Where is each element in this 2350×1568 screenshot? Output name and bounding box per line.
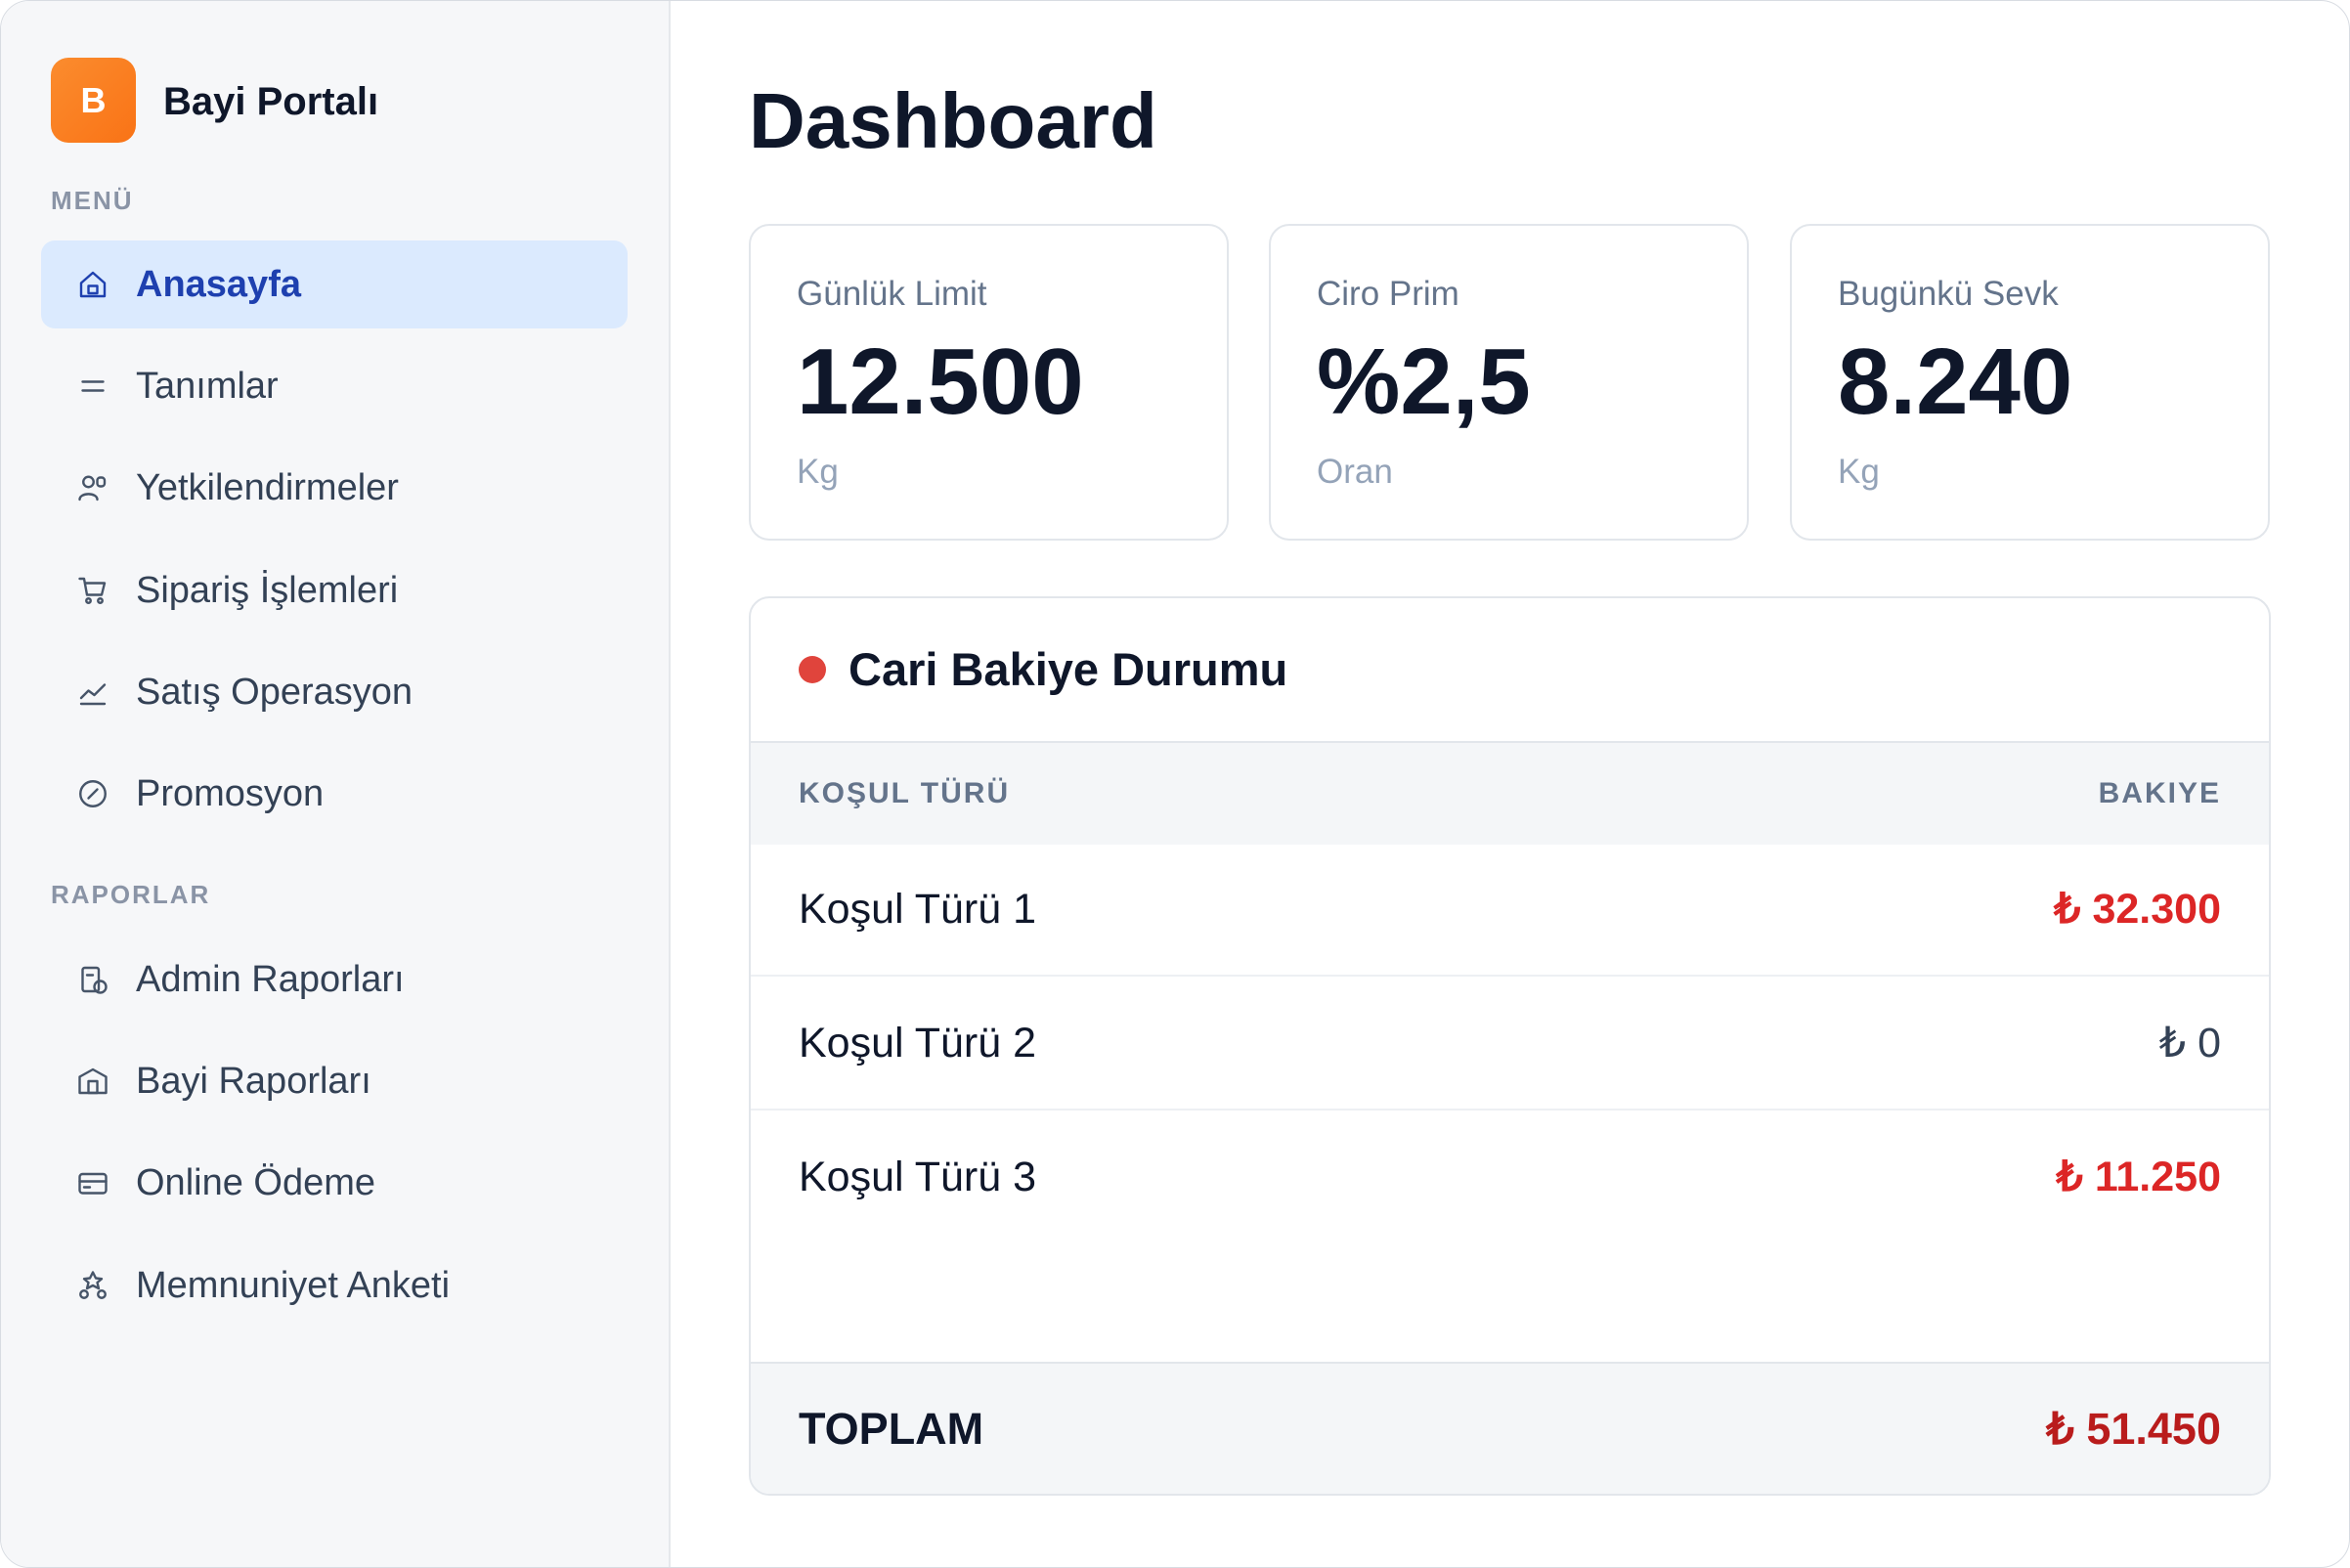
- nav-label: Admin Raporları: [136, 959, 405, 1000]
- row-divider: [751, 1109, 2269, 1111]
- sidebar: B Bayi Portalı MENÜ Anasayfa Tanımlar Yetkile…: [1, 1, 671, 1567]
- row-value: ₺ 11.250: [2056, 1154, 2221, 1200]
- table-title: Cari Bakiye Durumu: [849, 643, 1288, 695]
- nav-icon: [79, 1270, 107, 1299]
- nav-icon: [81, 966, 108, 994]
- table-header: [751, 741, 2269, 845]
- card-unit: Kg: [1838, 453, 1880, 491]
- nav-icon: [78, 1173, 108, 1196]
- nav-icon: [78, 1067, 108, 1095]
- nav-label: Yetkilendirmeler: [136, 467, 399, 509]
- section-title: RAPORLAR: [51, 880, 211, 909]
- nav-item[interactable]: Admin Raporları: [41, 936, 628, 1024]
- page-title: Dashboard: [749, 77, 1157, 164]
- row-label: Koşul Türü 2: [799, 1020, 1037, 1067]
- total-label: TOPLAM: [799, 1404, 984, 1454]
- nav-label: Memnuniyet Anketi: [136, 1264, 451, 1306]
- column-header: KOŞUL TÜRÜ: [799, 777, 1011, 809]
- nav-item[interactable]: Sipariş İşlemleri: [41, 546, 628, 634]
- nav-label: Satış Operasyon: [136, 671, 413, 713]
- section-title: MENÜ: [51, 186, 134, 215]
- card-value: 8.240: [1838, 329, 2073, 434]
- column-header: BAKIYE: [2098, 777, 2221, 809]
- nav-icon: [81, 380, 105, 392]
- nav-item[interactable]: Online Ödeme: [41, 1139, 628, 1227]
- card-unit: Oran: [1317, 453, 1393, 491]
- nav-label: Tanımlar: [136, 366, 279, 408]
- balance-table: Cari Bakiye Durumu KOŞUL TÜRÜ BAKIYE Koşul …: [749, 596, 2271, 1496]
- nav-label: Promosyon: [136, 773, 325, 814]
- brand-name: Bayi Portalı: [163, 80, 379, 123]
- row-label: Koşul Türü 3: [799, 1154, 1037, 1200]
- card-value: %2,5: [1317, 329, 1531, 434]
- card-unit: Kg: [797, 453, 839, 491]
- card-value: 12.500: [797, 329, 1084, 434]
- main-content: Dashboard Günlük Limit 12.500 Kg Ciro Prim %2…: [671, 1, 2349, 1567]
- logo: B: [51, 58, 136, 143]
- row-divider: [751, 975, 2269, 977]
- nav-label: Bayi Raporları: [136, 1061, 371, 1103]
- total-value: ₺ 51.450: [2046, 1404, 2221, 1454]
- row-value: ₺ 32.300: [2054, 886, 2221, 933]
- nav-label: Online Ödeme: [136, 1162, 376, 1204]
- card-label: Ciro Prim: [1317, 275, 1459, 313]
- nav-icon: [79, 683, 107, 705]
- nav-icon: [79, 271, 107, 298]
- row-value: ₺ 0: [2158, 1020, 2221, 1067]
- nav-icon: [79, 780, 107, 807]
- nav-item[interactable]: Anasayfa: [41, 240, 628, 328]
- stat-card: Bugünkü Sevk 8.240 Kg: [1790, 224, 2270, 541]
- card-label: Bugünkü Sevk: [1838, 275, 2059, 313]
- nav-icon: [78, 475, 107, 501]
- nav-item[interactable]: Tanımlar: [41, 342, 628, 430]
- nav-icon: [78, 577, 107, 604]
- status-dot: [799, 656, 826, 683]
- row-label: Koşul Türü 1: [799, 886, 1037, 933]
- nav-label: Sipariş İşlemleri: [136, 569, 399, 611]
- nav-item[interactable]: Promosyon: [41, 750, 628, 838]
- nav-label: Anasayfa: [136, 264, 301, 305]
- nav-item[interactable]: Yetkilendirmeler: [41, 444, 628, 532]
- stat-card: Günlük Limit 12.500 Kg: [749, 224, 1229, 541]
- stat-card: Ciro Prim %2,5 Oran: [1269, 224, 1749, 541]
- nav-item[interactable]: Bayi Raporları: [41, 1037, 628, 1125]
- card-label: Günlük Limit: [797, 275, 987, 313]
- total-row: [751, 1362, 2269, 1494]
- nav-item[interactable]: Memnuniyet Anketi: [41, 1241, 628, 1329]
- nav-item[interactable]: Satış Operasyon: [41, 648, 628, 736]
